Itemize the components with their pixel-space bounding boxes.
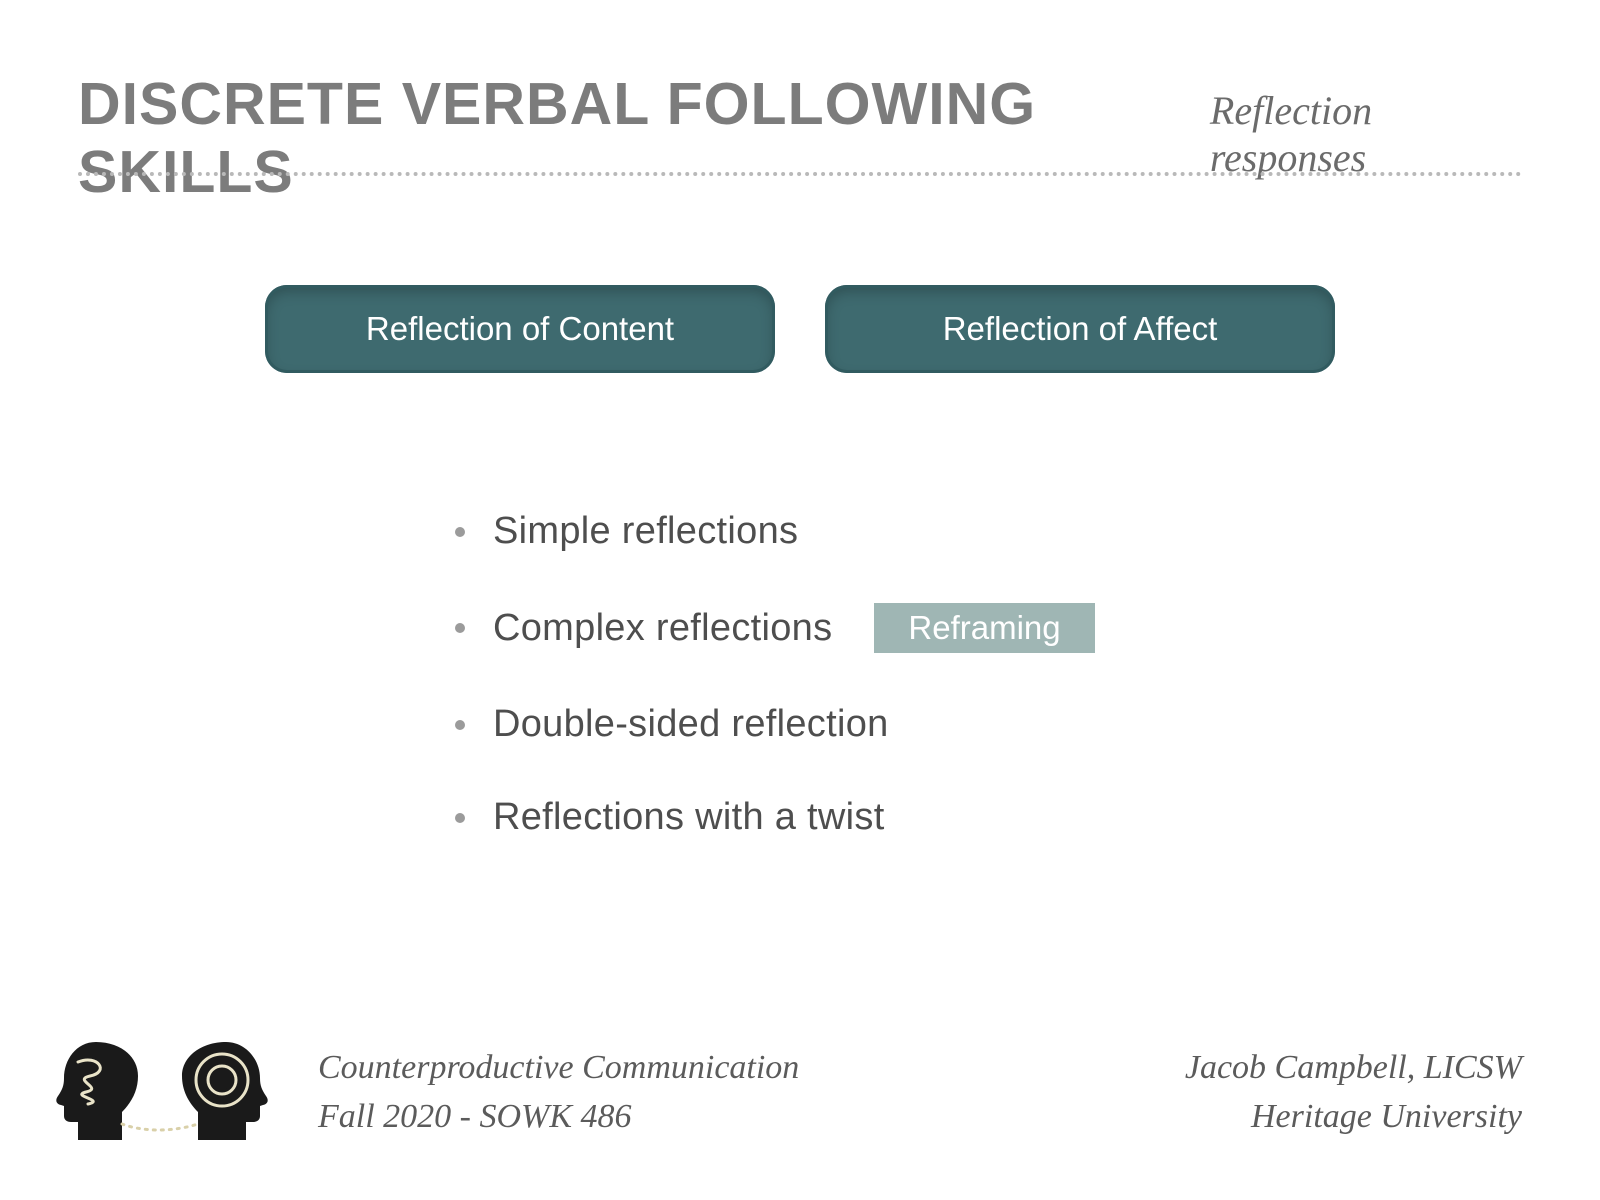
footer-term-course: Fall 2020 - SOWK 486 [318, 1092, 799, 1141]
footer-right: Jacob Campbell, LICSW Heritage Universit… [1185, 1043, 1522, 1142]
footer: Counterproductive Communication Fall 202… [48, 1032, 1522, 1152]
bullet-dot-icon [455, 623, 465, 633]
bullet-dot-icon [455, 720, 465, 730]
page-subtitle: Reflection responses [1210, 87, 1522, 181]
bullet-dot-icon [455, 527, 465, 537]
bullet-text: Double-sided reflection [493, 703, 889, 746]
tag-reframing: Reframing [874, 603, 1094, 653]
two-heads-icon [48, 1032, 288, 1152]
footer-course-title: Counterproductive Communication [318, 1043, 799, 1092]
footer-author: Jacob Campbell, LICSW [1185, 1043, 1522, 1092]
pill-reflection-affect: Reflection of Affect [825, 285, 1335, 373]
footer-left: Counterproductive Communication Fall 202… [318, 1043, 799, 1142]
list-item: Double-sided reflection [455, 703, 1095, 746]
bullet-text: Reflections with a twist [493, 796, 885, 839]
footer-institution: Heritage University [1185, 1092, 1522, 1141]
bullet-text: Complex reflections [493, 607, 832, 650]
divider [78, 172, 1522, 176]
list-item: Reflections with a twist [455, 796, 1095, 839]
list-item: Simple reflections [455, 510, 1095, 553]
header: DISCRETE VERBAL FOLLOWING SKILLS Reflect… [78, 70, 1522, 206]
slide: DISCRETE VERBAL FOLLOWING SKILLS Reflect… [0, 0, 1600, 1200]
page-title: DISCRETE VERBAL FOLLOWING SKILLS [78, 70, 1210, 206]
bullet-text: Simple reflections [493, 510, 798, 553]
pill-row: Reflection of Content Reflection of Affe… [0, 285, 1600, 373]
pill-reflection-content: Reflection of Content [265, 285, 775, 373]
bullet-dot-icon [455, 813, 465, 823]
bullet-list: Simple reflections Complex reflections R… [455, 510, 1095, 889]
list-item: Complex reflections Reframing [455, 603, 1095, 653]
